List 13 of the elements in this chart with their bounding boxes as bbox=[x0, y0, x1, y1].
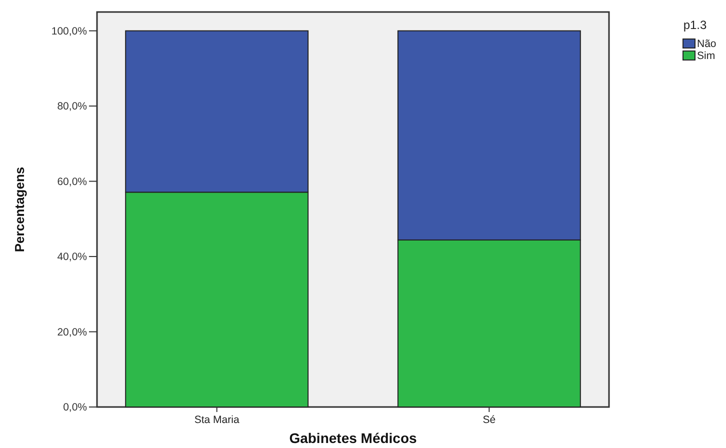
y-tick-label: 40,0% bbox=[57, 251, 87, 264]
y-tick-label: 80,0% bbox=[57, 100, 87, 113]
y-axis-title: Percentagens bbox=[12, 166, 27, 252]
y-tick-label: 60,0% bbox=[57, 176, 87, 188]
x-tick-label: Sta Maria bbox=[194, 414, 240, 426]
y-tick-label: 0,0% bbox=[63, 402, 87, 414]
y-tick-label: 20,0% bbox=[57, 326, 87, 338]
x-tick-label: Sé bbox=[482, 414, 496, 426]
legend-label: Não bbox=[697, 38, 716, 50]
legend-label: Sim bbox=[697, 50, 716, 62]
x-axis-title: Gabinetes Médicos bbox=[289, 430, 418, 446]
y-tick-label: 100,0% bbox=[51, 25, 87, 38]
legend-title: p1.3 bbox=[683, 18, 707, 32]
